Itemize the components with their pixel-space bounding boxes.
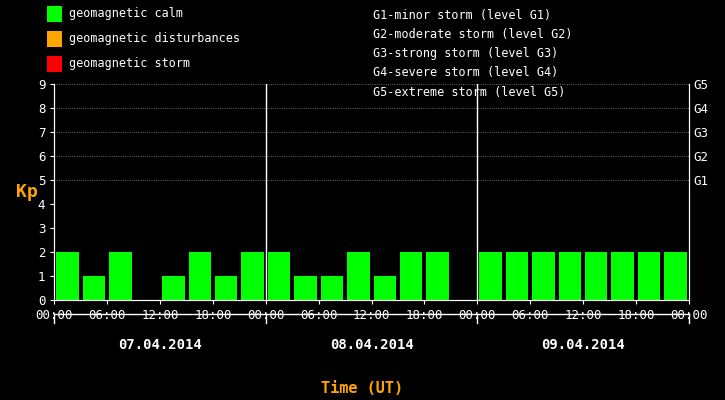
Text: 09.04.2014: 09.04.2014 bbox=[541, 338, 625, 352]
Bar bbox=[241, 252, 264, 300]
Text: G5-extreme storm (level G5): G5-extreme storm (level G5) bbox=[373, 86, 566, 98]
Bar bbox=[162, 276, 185, 300]
Bar bbox=[664, 252, 687, 300]
Bar bbox=[320, 276, 343, 300]
Text: G3-strong storm (level G3): G3-strong storm (level G3) bbox=[373, 47, 559, 60]
Bar bbox=[638, 252, 660, 300]
Bar bbox=[479, 252, 502, 300]
Bar bbox=[585, 252, 608, 300]
Text: geomagnetic disturbances: geomagnetic disturbances bbox=[69, 32, 240, 45]
Bar bbox=[109, 252, 132, 300]
Text: G4-severe storm (level G4): G4-severe storm (level G4) bbox=[373, 66, 559, 80]
Text: G1-minor storm (level G1): G1-minor storm (level G1) bbox=[373, 9, 552, 22]
Y-axis label: Kp: Kp bbox=[16, 183, 38, 201]
Text: 07.04.2014: 07.04.2014 bbox=[118, 338, 202, 352]
Text: geomagnetic calm: geomagnetic calm bbox=[69, 8, 183, 20]
Bar bbox=[532, 252, 555, 300]
Bar bbox=[400, 252, 423, 300]
Bar bbox=[558, 252, 581, 300]
Text: G2-moderate storm (level G2): G2-moderate storm (level G2) bbox=[373, 28, 573, 41]
Bar bbox=[347, 252, 370, 300]
Bar bbox=[506, 252, 529, 300]
Bar bbox=[83, 276, 105, 300]
Text: geomagnetic storm: geomagnetic storm bbox=[69, 57, 190, 70]
Text: 08.04.2014: 08.04.2014 bbox=[330, 338, 413, 352]
Text: Time (UT): Time (UT) bbox=[321, 381, 404, 396]
Bar bbox=[373, 276, 396, 300]
Bar bbox=[294, 276, 317, 300]
Bar bbox=[215, 276, 237, 300]
Bar bbox=[611, 252, 634, 300]
Bar bbox=[188, 252, 211, 300]
Bar bbox=[426, 252, 449, 300]
Bar bbox=[268, 252, 290, 300]
Bar bbox=[57, 252, 79, 300]
